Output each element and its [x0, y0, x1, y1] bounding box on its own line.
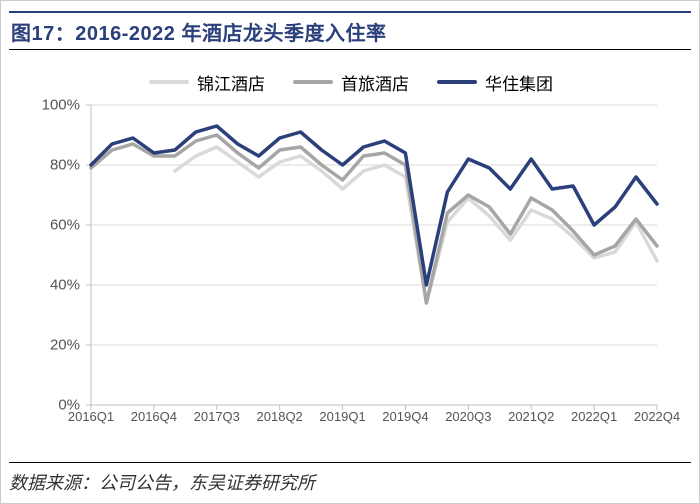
y-axis: 0%20%40%60%80%100%	[31, 105, 86, 405]
legend-item: 锦江酒店	[149, 70, 265, 95]
y-tick-label: 20%	[50, 337, 80, 354]
series-line	[91, 135, 657, 303]
x-tick-label: 2016Q4	[131, 409, 177, 424]
y-tick-label: 40%	[50, 277, 80, 294]
source-line: 数据来源：公司公告，东吴证券研究所	[9, 462, 691, 495]
series-line	[91, 126, 657, 285]
x-tick-label: 2016Q1	[68, 409, 114, 424]
legend-swatch	[437, 80, 477, 84]
x-tick-label: 2019Q1	[319, 409, 365, 424]
legend-label: 锦江酒店	[197, 70, 265, 95]
legend-swatch	[293, 80, 333, 84]
figure-title: 图17：2016-2022 年酒店龙头季度入住率	[9, 11, 691, 50]
legend-swatch	[149, 80, 189, 84]
y-tick-label: 80%	[50, 157, 80, 174]
figure-title-text: 图17：2016-2022 年酒店龙头季度入住率	[11, 17, 386, 46]
plot-area	[91, 105, 657, 405]
x-tick-label: 2019Q4	[382, 409, 428, 424]
x-axis: 2016Q12016Q42017Q32018Q22019Q12019Q42020…	[91, 409, 657, 429]
figure: 图17：2016-2022 年酒店龙头季度入住率 锦江酒店首旅酒店华住集团 0%…	[0, 0, 700, 504]
legend-label: 华住集团	[485, 70, 553, 95]
chart: 锦江酒店首旅酒店华住集团 0%20%40%60%80%100% 2016Q120…	[31, 61, 671, 441]
x-tick-label: 2022Q4	[634, 409, 680, 424]
legend-item: 首旅酒店	[293, 70, 409, 95]
x-tick-label: 2017Q3	[194, 409, 240, 424]
x-tick-label: 2020Q3	[445, 409, 491, 424]
y-tick-label: 100%	[42, 97, 80, 114]
y-tick-label: 60%	[50, 217, 80, 234]
x-tick-label: 2021Q2	[508, 409, 554, 424]
legend: 锦江酒店 首旅酒店 华住集团	[31, 67, 671, 97]
x-tick-label: 2018Q2	[257, 409, 303, 424]
source-text: 数据来源：公司公告，东吴证券研究所	[9, 473, 315, 493]
legend-label: 首旅酒店	[341, 70, 409, 95]
x-tick-label: 2022Q1	[571, 409, 617, 424]
plot-svg	[91, 105, 657, 405]
legend-item: 华住集团	[437, 70, 553, 95]
